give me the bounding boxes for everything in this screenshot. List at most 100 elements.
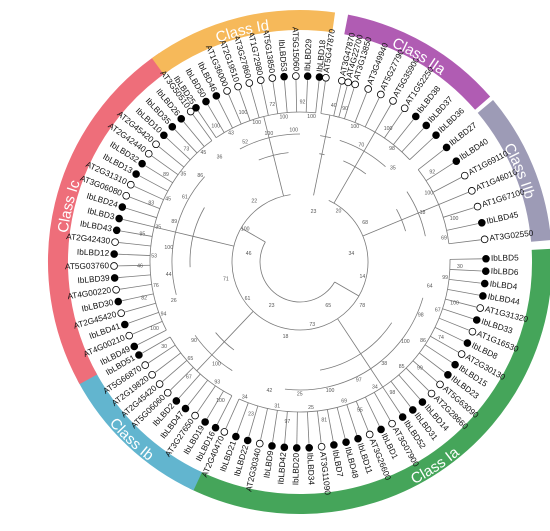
iblbd-marker [303, 72, 312, 80]
arabidopsis-marker [245, 79, 254, 87]
iblbd-marker [315, 73, 324, 81]
iblbd-marker [172, 397, 181, 405]
leaf-branch [307, 411, 310, 444]
iblbd-marker [132, 170, 140, 178]
arabidopsis-marker [476, 304, 485, 312]
leaf-branch [129, 196, 160, 209]
bootstrap-value: 100 [351, 124, 360, 130]
leaf-branch [412, 360, 438, 383]
bootstrap-value: 100 [211, 123, 220, 129]
leaf-branch [438, 191, 469, 205]
leaf-branch [336, 407, 346, 439]
arabidopsis-marker [186, 107, 195, 116]
bootstrap-value: 97 [356, 378, 362, 384]
clade-stem [321, 136, 326, 155]
bootstrap-value: 35 [155, 224, 161, 230]
backbone-stem [192, 235, 234, 247]
leaf-branch [134, 186, 164, 201]
leaf-branch [183, 121, 205, 147]
leaf-label: AT5G03760 [65, 260, 110, 271]
bootstrap-value: 22 [251, 199, 257, 205]
leaf-branch [355, 400, 369, 431]
leaf-branch [373, 392, 391, 421]
clade-arc [320, 135, 331, 139]
iblbd-marker [377, 425, 385, 434]
bootstrap-value: 86 [420, 338, 426, 344]
iblbd-marker [418, 398, 427, 406]
leaf-branch [142, 336, 171, 354]
iblbd-marker [110, 274, 119, 282]
iblbd-marker [114, 297, 123, 306]
leaf-branch [346, 404, 358, 436]
leaf-label: IbLBD18 [314, 39, 327, 73]
clade-stem [370, 368, 384, 388]
leaf-branch [207, 104, 225, 133]
leaf-branch [284, 411, 288, 444]
arabidopsis-marker [468, 187, 476, 195]
iblbd-marker [268, 442, 276, 450]
bootstrap-value: 92 [300, 99, 306, 105]
leaf-label: IbLBD43 [79, 218, 113, 233]
iblbd-marker [422, 121, 431, 130]
leaf-branch [434, 327, 464, 342]
bootstrap-value: 100 [289, 128, 298, 134]
bootstrap-value: 94 [161, 311, 167, 317]
arabidopsis-marker [127, 180, 135, 189]
leaf-branch [409, 137, 434, 160]
leaf-branch [139, 175, 169, 192]
iblbd-marker [482, 254, 490, 263]
leaf-label: IbLBD20 [290, 452, 301, 485]
leaf-branch [148, 344, 176, 364]
leaf-branch [405, 367, 429, 391]
bootstrap-value: 81 [321, 418, 327, 424]
iblbd-marker [452, 157, 461, 165]
leaf-branch [118, 264, 151, 267]
arabidopsis-marker [364, 85, 372, 93]
leaf-branch [320, 81, 326, 114]
iblbd-marker [121, 320, 129, 329]
arabidopsis-marker [144, 149, 153, 158]
leaf-branch [132, 321, 163, 335]
iblbd-marker [130, 342, 139, 351]
iblbd-marker [444, 370, 452, 379]
leaf-branch [442, 308, 474, 320]
leaf-branch [174, 129, 198, 154]
clade-arc [417, 169, 450, 244]
leaf-label: IbLBD34 [305, 452, 317, 485]
leaf-branch [145, 165, 173, 184]
arabidopsis-marker [292, 72, 300, 80]
arabidopsis-marker [122, 191, 130, 200]
iblbd-marker [411, 112, 420, 121]
arabidopsis-marker [317, 442, 326, 451]
bootstrap-value: 100 [279, 114, 288, 120]
iblbd-marker [354, 434, 362, 443]
leaf-branch [119, 284, 152, 290]
iblbd-marker [192, 103, 200, 112]
leaf-branch [122, 219, 155, 228]
bootstrap-value: 18 [420, 210, 426, 216]
leaf-branch [248, 405, 259, 437]
leaf-branch [295, 80, 298, 113]
leaf-branch [250, 86, 260, 118]
bootstrap-value: 100 [450, 216, 459, 222]
iblbd-marker [243, 436, 252, 445]
bootstrap-value: 23 [248, 412, 254, 418]
clade-arc [149, 140, 213, 331]
bootstrap-value: 100 [241, 226, 250, 232]
leaf-branch [438, 317, 469, 331]
bootstrap-value: 69 [441, 235, 447, 241]
arabidopsis-marker [163, 388, 172, 397]
leaf-branch [120, 230, 153, 237]
arabidopsis-marker [256, 76, 265, 84]
leaf-branch [443, 207, 474, 218]
bootstrap-value: 100 [150, 326, 159, 332]
bootstrap-value: 70 [359, 143, 365, 149]
arabidopsis-marker [457, 350, 466, 358]
iblbd-marker [342, 438, 350, 447]
arabidopsis-marker [148, 370, 156, 379]
iblbd-marker [201, 418, 209, 426]
leaf-branch [192, 114, 213, 141]
leaf-label: IbLBD45 [485, 209, 519, 226]
iblbd-marker [408, 406, 417, 414]
leaf-branch [126, 207, 157, 219]
